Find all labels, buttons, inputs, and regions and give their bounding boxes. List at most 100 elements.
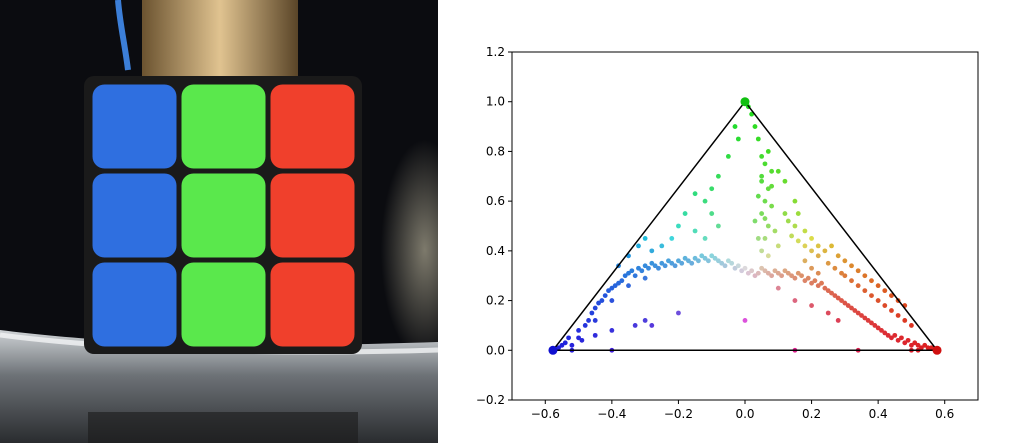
data-point bbox=[765, 223, 771, 229]
cube-sticker-green bbox=[181, 173, 266, 258]
data-point bbox=[696, 258, 701, 264]
data-point bbox=[905, 337, 911, 343]
data-point bbox=[809, 248, 814, 254]
data-point bbox=[842, 300, 848, 306]
data-point bbox=[869, 320, 874, 326]
data-point bbox=[715, 258, 721, 264]
data-point bbox=[725, 258, 731, 264]
data-point bbox=[759, 248, 765, 254]
data-point bbox=[769, 203, 775, 209]
data-point bbox=[682, 211, 688, 216]
data-point bbox=[765, 149, 771, 154]
data-point bbox=[902, 340, 908, 346]
data-point bbox=[772, 228, 778, 234]
data-point bbox=[666, 258, 671, 264]
x-tick-label: −0.6 bbox=[531, 407, 560, 421]
data-point bbox=[825, 310, 831, 316]
data-point bbox=[732, 265, 738, 271]
data-point bbox=[702, 255, 708, 261]
data-point bbox=[799, 273, 804, 279]
data-point bbox=[612, 283, 618, 289]
data-point bbox=[749, 268, 755, 274]
data-point bbox=[789, 233, 794, 239]
data-point bbox=[775, 285, 781, 291]
data-point bbox=[722, 263, 728, 269]
data-point bbox=[822, 248, 828, 254]
data-point bbox=[752, 273, 758, 279]
data-point bbox=[752, 218, 758, 224]
data-point bbox=[809, 280, 814, 286]
data-point bbox=[622, 273, 628, 279]
background-glare bbox=[350, 140, 438, 360]
data-point bbox=[922, 342, 928, 348]
data-point bbox=[769, 183, 775, 189]
data-point bbox=[775, 270, 781, 276]
y-tick-label: 0.0 bbox=[486, 343, 505, 357]
data-point bbox=[832, 293, 838, 298]
data-point bbox=[639, 268, 645, 274]
data-point bbox=[792, 275, 798, 281]
data-point bbox=[702, 236, 708, 241]
data-point bbox=[669, 260, 675, 266]
data-point bbox=[699, 253, 705, 259]
data-point bbox=[602, 293, 608, 298]
data-point bbox=[755, 136, 761, 142]
data-point bbox=[765, 186, 771, 192]
data-point bbox=[902, 318, 908, 323]
data-point bbox=[609, 298, 615, 303]
data-point bbox=[762, 268, 768, 274]
data-point bbox=[739, 268, 745, 274]
x-tick-label: 0.0 bbox=[735, 407, 754, 421]
data-point bbox=[812, 278, 818, 284]
data-point bbox=[779, 273, 785, 279]
data-point bbox=[632, 323, 638, 328]
data-point bbox=[849, 263, 854, 269]
data-point bbox=[842, 258, 848, 264]
data-point bbox=[606, 288, 611, 294]
data-point bbox=[729, 260, 735, 266]
data-point bbox=[852, 308, 858, 313]
metal-rod bbox=[142, 0, 298, 82]
data-point bbox=[619, 278, 625, 284]
data-point bbox=[755, 193, 761, 199]
triangle-outline bbox=[551, 100, 939, 352]
data-point bbox=[829, 290, 834, 296]
data-point bbox=[676, 258, 681, 264]
data-point bbox=[909, 342, 914, 348]
data-point bbox=[576, 328, 581, 333]
data-point bbox=[642, 236, 648, 241]
data-point bbox=[642, 318, 648, 323]
data-point bbox=[815, 253, 821, 259]
cube-sticker-blue bbox=[92, 262, 177, 347]
data-point bbox=[642, 263, 648, 269]
cable bbox=[115, 0, 131, 71]
data-points bbox=[556, 104, 934, 353]
data-point bbox=[919, 345, 924, 351]
data-point bbox=[792, 198, 798, 204]
data-point bbox=[809, 303, 814, 308]
data-point bbox=[875, 298, 881, 303]
data-point bbox=[745, 270, 751, 276]
vertex-marker bbox=[932, 345, 942, 355]
data-point bbox=[925, 345, 931, 351]
data-point bbox=[735, 263, 741, 269]
data-point bbox=[762, 198, 768, 204]
data-point bbox=[872, 323, 878, 328]
data-point bbox=[815, 270, 821, 276]
data-point bbox=[765, 270, 771, 276]
data-point bbox=[775, 243, 781, 249]
data-point bbox=[829, 243, 834, 249]
data-point bbox=[656, 265, 661, 271]
data-point bbox=[895, 313, 901, 318]
x-tick-label: 0.4 bbox=[869, 407, 888, 421]
data-point bbox=[859, 313, 864, 318]
data-point bbox=[592, 318, 598, 323]
data-point bbox=[849, 278, 854, 284]
data-point bbox=[759, 211, 765, 216]
data-point bbox=[626, 283, 631, 289]
data-point bbox=[562, 340, 568, 346]
data-point bbox=[732, 124, 738, 129]
data-point bbox=[715, 173, 721, 179]
data-point bbox=[669, 236, 675, 241]
data-point bbox=[566, 335, 571, 341]
